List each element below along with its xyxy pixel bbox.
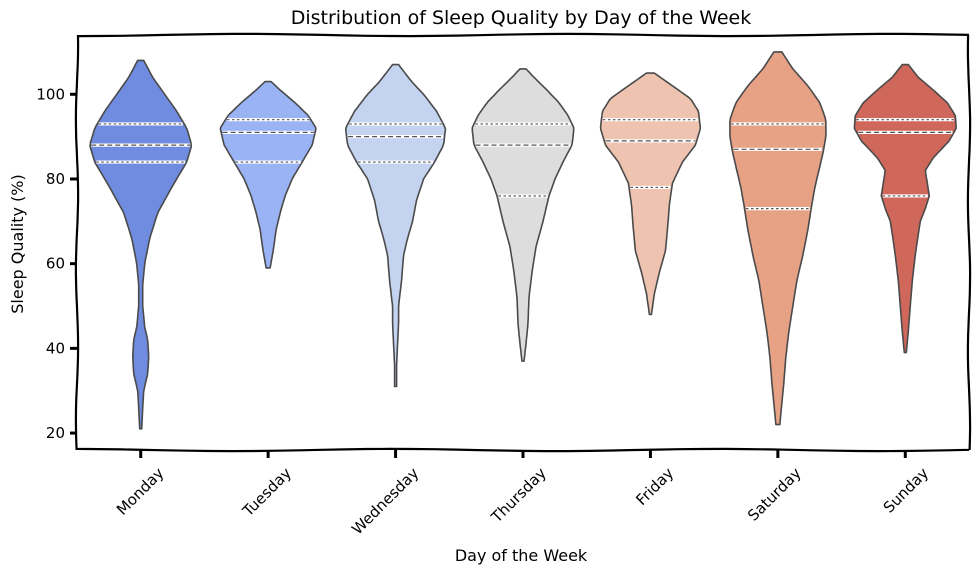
x-tick-label-wednesday: Wednesday xyxy=(348,464,422,538)
y-tick-label: 80 xyxy=(46,170,65,188)
plot-frame xyxy=(74,32,972,453)
violin-wednesday xyxy=(344,63,447,388)
x-tick-label-monday: Monday xyxy=(113,464,168,519)
violin-body-monday xyxy=(89,59,193,430)
violin-body-saturday xyxy=(729,51,827,426)
y-tick-label: 40 xyxy=(46,339,65,357)
violin-sunday xyxy=(853,63,957,354)
chart-title: Distribution of Sleep Quality by Day of … xyxy=(291,7,752,29)
violin-saturday xyxy=(729,51,827,426)
violin-body-sunday xyxy=(853,63,957,354)
violins-layer xyxy=(89,51,957,430)
y-tick-label: 60 xyxy=(46,255,65,273)
x-tick-label-sunday: Sunday xyxy=(880,464,933,517)
violin-friday xyxy=(599,72,702,316)
x-axis: Monday Tuesday Wednesday Thursday Friday Satu… xyxy=(113,450,932,538)
violin-body-thursday xyxy=(471,68,575,362)
y-tick-label: 100 xyxy=(36,85,65,103)
x-tick-label-thursday: Thursday xyxy=(487,464,550,527)
x-axis-label: Day of the Week xyxy=(455,546,588,565)
x-tick-label-saturday: Saturday xyxy=(744,464,805,525)
y-tick-label: 20 xyxy=(46,424,65,442)
y-axis: 20 40 60 80 100 xyxy=(36,85,77,442)
violin-body-friday xyxy=(599,72,702,316)
violin-body-wednesday xyxy=(344,63,447,388)
y-axis-label: Sleep Quality (%) xyxy=(8,174,27,313)
x-tick-label-friday: Friday xyxy=(632,464,677,509)
violin-body-tuesday xyxy=(219,80,317,269)
violin-monday xyxy=(89,59,193,430)
violin-thursday xyxy=(471,68,575,362)
x-tick-label-tuesday: Tuesday xyxy=(238,464,295,521)
violin-tuesday xyxy=(219,80,317,269)
